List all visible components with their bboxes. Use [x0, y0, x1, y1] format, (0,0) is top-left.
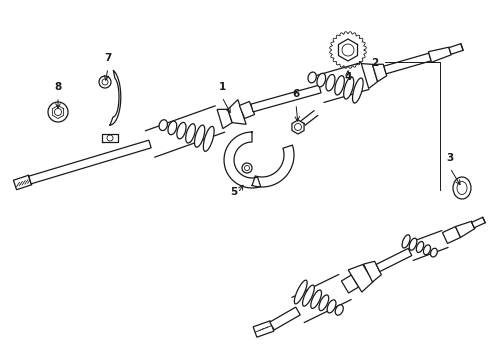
Ellipse shape	[352, 78, 363, 103]
Ellipse shape	[203, 126, 214, 151]
Ellipse shape	[194, 125, 204, 147]
Text: 1: 1	[218, 82, 225, 92]
Circle shape	[48, 102, 68, 122]
Polygon shape	[253, 321, 273, 337]
Polygon shape	[102, 134, 118, 142]
Ellipse shape	[159, 120, 167, 131]
Polygon shape	[252, 145, 293, 187]
Polygon shape	[372, 64, 386, 82]
Ellipse shape	[401, 235, 409, 248]
Ellipse shape	[177, 122, 185, 139]
Ellipse shape	[452, 177, 470, 199]
Ellipse shape	[408, 238, 416, 250]
Ellipse shape	[168, 121, 176, 135]
Circle shape	[102, 79, 108, 85]
Text: 7: 7	[104, 53, 111, 63]
Ellipse shape	[310, 290, 321, 309]
Circle shape	[107, 135, 113, 141]
Polygon shape	[227, 100, 245, 124]
Ellipse shape	[316, 73, 325, 87]
Text: 3: 3	[446, 153, 453, 163]
Polygon shape	[448, 44, 462, 54]
Circle shape	[54, 108, 61, 116]
Ellipse shape	[334, 76, 344, 95]
Ellipse shape	[307, 72, 316, 83]
Polygon shape	[110, 70, 121, 125]
Text: 6: 6	[292, 89, 299, 99]
Polygon shape	[239, 102, 254, 118]
Polygon shape	[341, 275, 358, 293]
Ellipse shape	[318, 295, 328, 311]
Ellipse shape	[423, 245, 429, 255]
Circle shape	[341, 44, 353, 56]
Polygon shape	[338, 39, 357, 61]
Polygon shape	[442, 226, 460, 243]
Polygon shape	[29, 140, 151, 184]
Polygon shape	[329, 32, 366, 68]
Polygon shape	[427, 47, 450, 62]
Text: 5: 5	[230, 187, 237, 197]
Ellipse shape	[302, 285, 314, 306]
Ellipse shape	[294, 280, 306, 304]
Circle shape	[242, 163, 251, 173]
Circle shape	[244, 166, 249, 171]
Polygon shape	[269, 307, 300, 330]
Polygon shape	[383, 53, 430, 74]
Polygon shape	[375, 248, 411, 271]
Ellipse shape	[415, 242, 423, 252]
Ellipse shape	[429, 248, 436, 257]
Polygon shape	[471, 217, 484, 228]
Polygon shape	[347, 265, 372, 292]
Polygon shape	[224, 132, 260, 188]
Polygon shape	[291, 120, 304, 134]
Polygon shape	[250, 85, 321, 112]
Ellipse shape	[185, 124, 195, 143]
Text: 2: 2	[370, 58, 377, 68]
Polygon shape	[52, 105, 63, 118]
Ellipse shape	[335, 305, 343, 315]
Ellipse shape	[325, 75, 334, 91]
Polygon shape	[13, 175, 32, 190]
Polygon shape	[361, 64, 377, 89]
Text: 4: 4	[344, 72, 351, 82]
Ellipse shape	[326, 300, 335, 313]
Circle shape	[294, 123, 301, 131]
Ellipse shape	[343, 77, 353, 99]
Circle shape	[99, 76, 111, 88]
Text: 8: 8	[54, 82, 61, 92]
Polygon shape	[217, 109, 231, 129]
Ellipse shape	[456, 181, 466, 194]
Polygon shape	[454, 221, 474, 238]
Polygon shape	[363, 261, 381, 282]
